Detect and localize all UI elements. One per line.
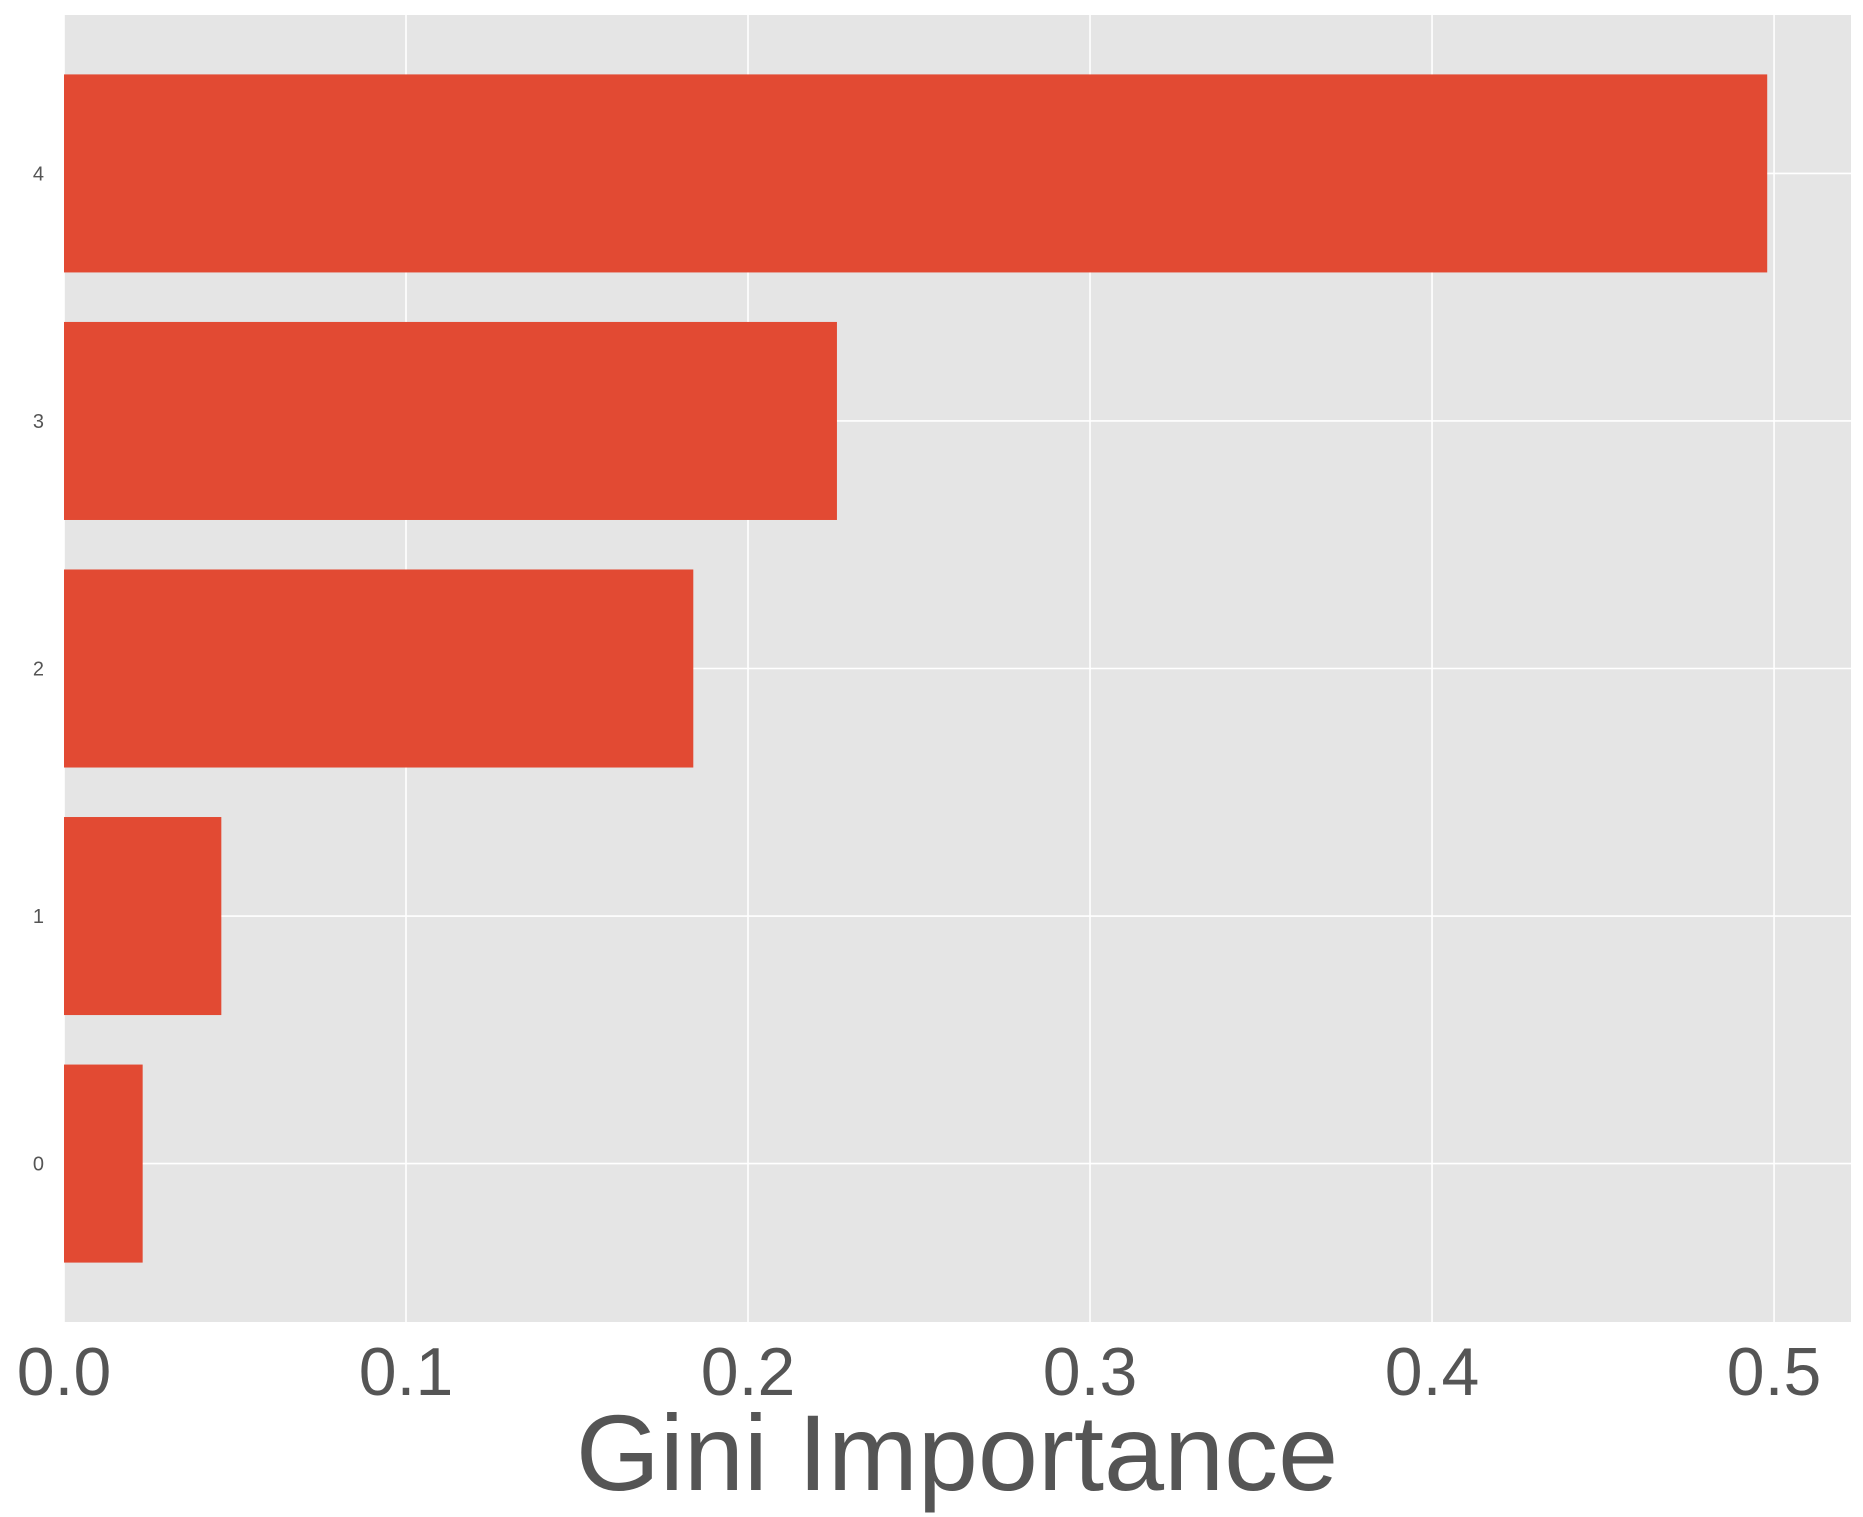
- x-tick-label: 0.2: [701, 1334, 796, 1410]
- y-tick-label: 3: [33, 411, 44, 433]
- y-tick-label: 0: [33, 1154, 44, 1176]
- y-tick-label: 1: [33, 906, 44, 928]
- x-tick-label: 0.4: [1385, 1334, 1480, 1410]
- bar-0: [64, 1064, 143, 1263]
- bar-3: [64, 321, 837, 520]
- x-tick-labels: 0.0 0.1 0.2 0.3 0.4 0.5: [17, 1334, 1822, 1410]
- bar-1: [64, 817, 222, 1016]
- x-tick-label: 0.0: [17, 1334, 112, 1410]
- x-axis-label: Gini Importance: [576, 1392, 1338, 1513]
- y-tick-label: 2: [33, 659, 44, 681]
- x-tick-label: 0.3: [1043, 1334, 1138, 1410]
- y-tick-label: 4: [33, 163, 44, 185]
- bar-2: [64, 569, 694, 768]
- x-tick-label: 0.1: [359, 1334, 454, 1410]
- x-tick-label: 0.5: [1727, 1334, 1822, 1410]
- y-tick-labels: 0 1 2 3 4: [33, 163, 44, 1175]
- bar-layer: [64, 74, 1768, 1263]
- bar-4: [64, 74, 1768, 273]
